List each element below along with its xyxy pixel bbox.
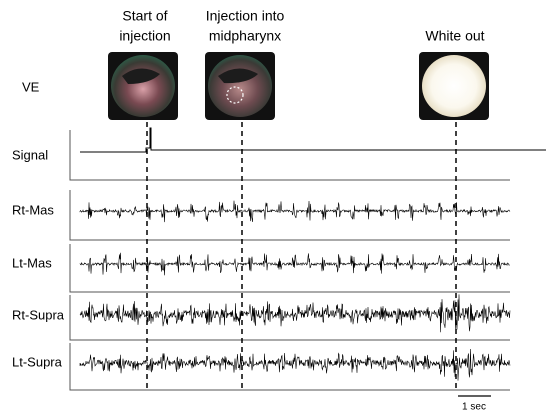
endoscope-image [422, 55, 486, 117]
emg-trace [80, 253, 510, 275]
panel-frame [70, 295, 510, 340]
emg-traces [80, 201, 510, 381]
emg-trace [80, 349, 510, 381]
panel-frame [70, 190, 510, 240]
row-label: Lt-Supra [12, 354, 63, 369]
endoscope-image [111, 55, 175, 117]
annotation: midpharynx [209, 28, 281, 44]
scale-label: 1 sec [462, 402, 486, 413]
annotation: Start of [122, 8, 167, 24]
panel-frame [70, 130, 510, 180]
row-label: VE [22, 79, 40, 94]
emg-trace [80, 201, 510, 222]
row-label: Lt-Mas [12, 255, 52, 270]
annotation: injection [119, 28, 170, 44]
row-label: Signal [12, 147, 48, 162]
row-label: Rt-Supra [12, 307, 65, 322]
panel-frame [70, 244, 510, 292]
figure: Start of injection Injection into midpha… [0, 0, 546, 414]
row-label: Rt-Mas [12, 202, 54, 217]
annotation: Injection into [206, 8, 285, 24]
emg-trace [80, 294, 510, 332]
endoscope-image [208, 55, 272, 117]
signal-trace [80, 128, 546, 152]
annotation: White out [425, 28, 484, 44]
